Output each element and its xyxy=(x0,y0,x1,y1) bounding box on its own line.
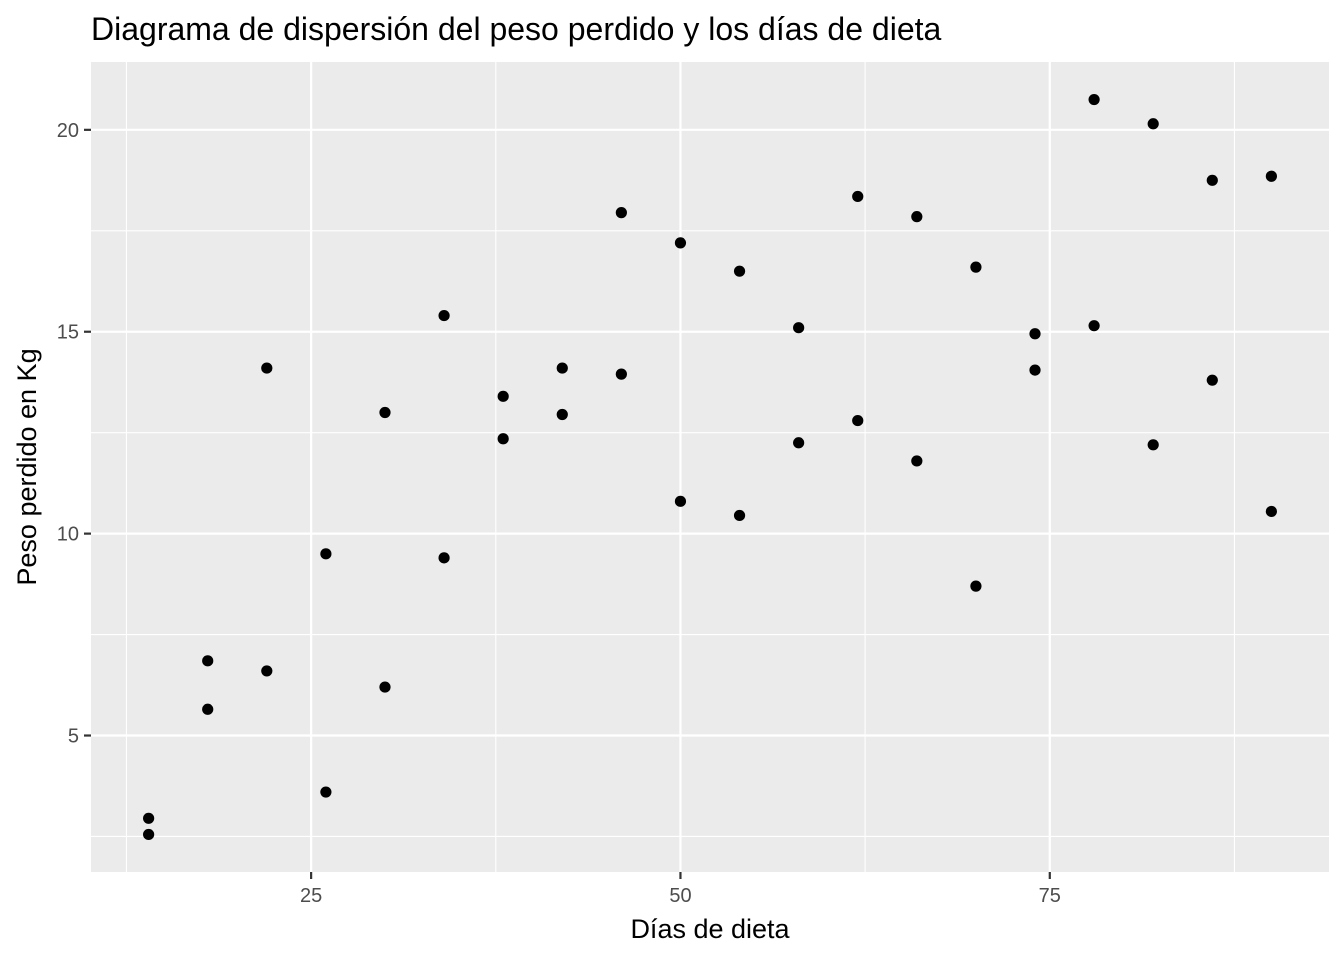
data-point xyxy=(202,655,214,667)
x-axis-title: Días de dieta xyxy=(630,914,790,944)
data-point xyxy=(556,362,568,374)
data-point xyxy=(261,362,273,374)
y-tick-label: 10 xyxy=(57,524,79,546)
data-point xyxy=(970,261,982,273)
data-point xyxy=(615,207,627,219)
data-point xyxy=(1206,174,1218,186)
data-point xyxy=(733,509,746,522)
data-point xyxy=(1147,118,1159,130)
y-tick-label: 5 xyxy=(68,726,79,748)
data-point xyxy=(202,703,214,715)
x-tick-label: 25 xyxy=(300,885,322,907)
x-axis-ticks: 25 50 75 xyxy=(300,872,1061,907)
data-point xyxy=(438,552,450,564)
y-tick-label: 15 xyxy=(57,322,79,344)
data-point xyxy=(320,786,332,798)
y-tick-label: 20 xyxy=(57,120,79,142)
data-point xyxy=(1029,328,1041,340)
data-point xyxy=(261,665,273,677)
data-point xyxy=(1029,364,1041,376)
data-point xyxy=(793,437,805,449)
plot-panel xyxy=(91,62,1329,872)
data-point xyxy=(1088,93,1100,106)
data-point xyxy=(1206,374,1218,386)
data-point xyxy=(379,681,391,693)
data-point xyxy=(911,455,923,467)
data-point xyxy=(497,390,509,402)
data-points xyxy=(143,93,1277,841)
data-point xyxy=(556,408,568,421)
data-point xyxy=(1147,439,1159,451)
chart-title: Diagrama de dispersión del peso perdido … xyxy=(91,11,942,47)
y-axis-ticks: 5 10 15 20 xyxy=(57,120,91,748)
data-point xyxy=(852,414,864,427)
x-tick-label: 75 xyxy=(1039,885,1061,907)
data-point xyxy=(438,309,450,322)
x-tick-label: 50 xyxy=(669,885,691,907)
data-point xyxy=(1265,505,1277,518)
data-point xyxy=(379,406,391,419)
data-point xyxy=(1088,320,1100,332)
data-point xyxy=(793,322,805,334)
major-gridlines xyxy=(91,62,1329,872)
data-point xyxy=(674,495,687,507)
data-point xyxy=(733,265,746,277)
data-point xyxy=(970,580,982,592)
data-point xyxy=(911,211,923,223)
data-point xyxy=(143,828,155,841)
data-point xyxy=(497,433,509,445)
data-point xyxy=(1265,170,1277,182)
data-point xyxy=(674,237,687,249)
data-point xyxy=(143,812,155,824)
data-point xyxy=(615,368,627,380)
y-axis-title: Peso perdido en Kg xyxy=(12,348,42,585)
minor-gridlines xyxy=(91,62,1329,872)
data-point xyxy=(320,548,332,560)
data-point xyxy=(852,190,864,203)
